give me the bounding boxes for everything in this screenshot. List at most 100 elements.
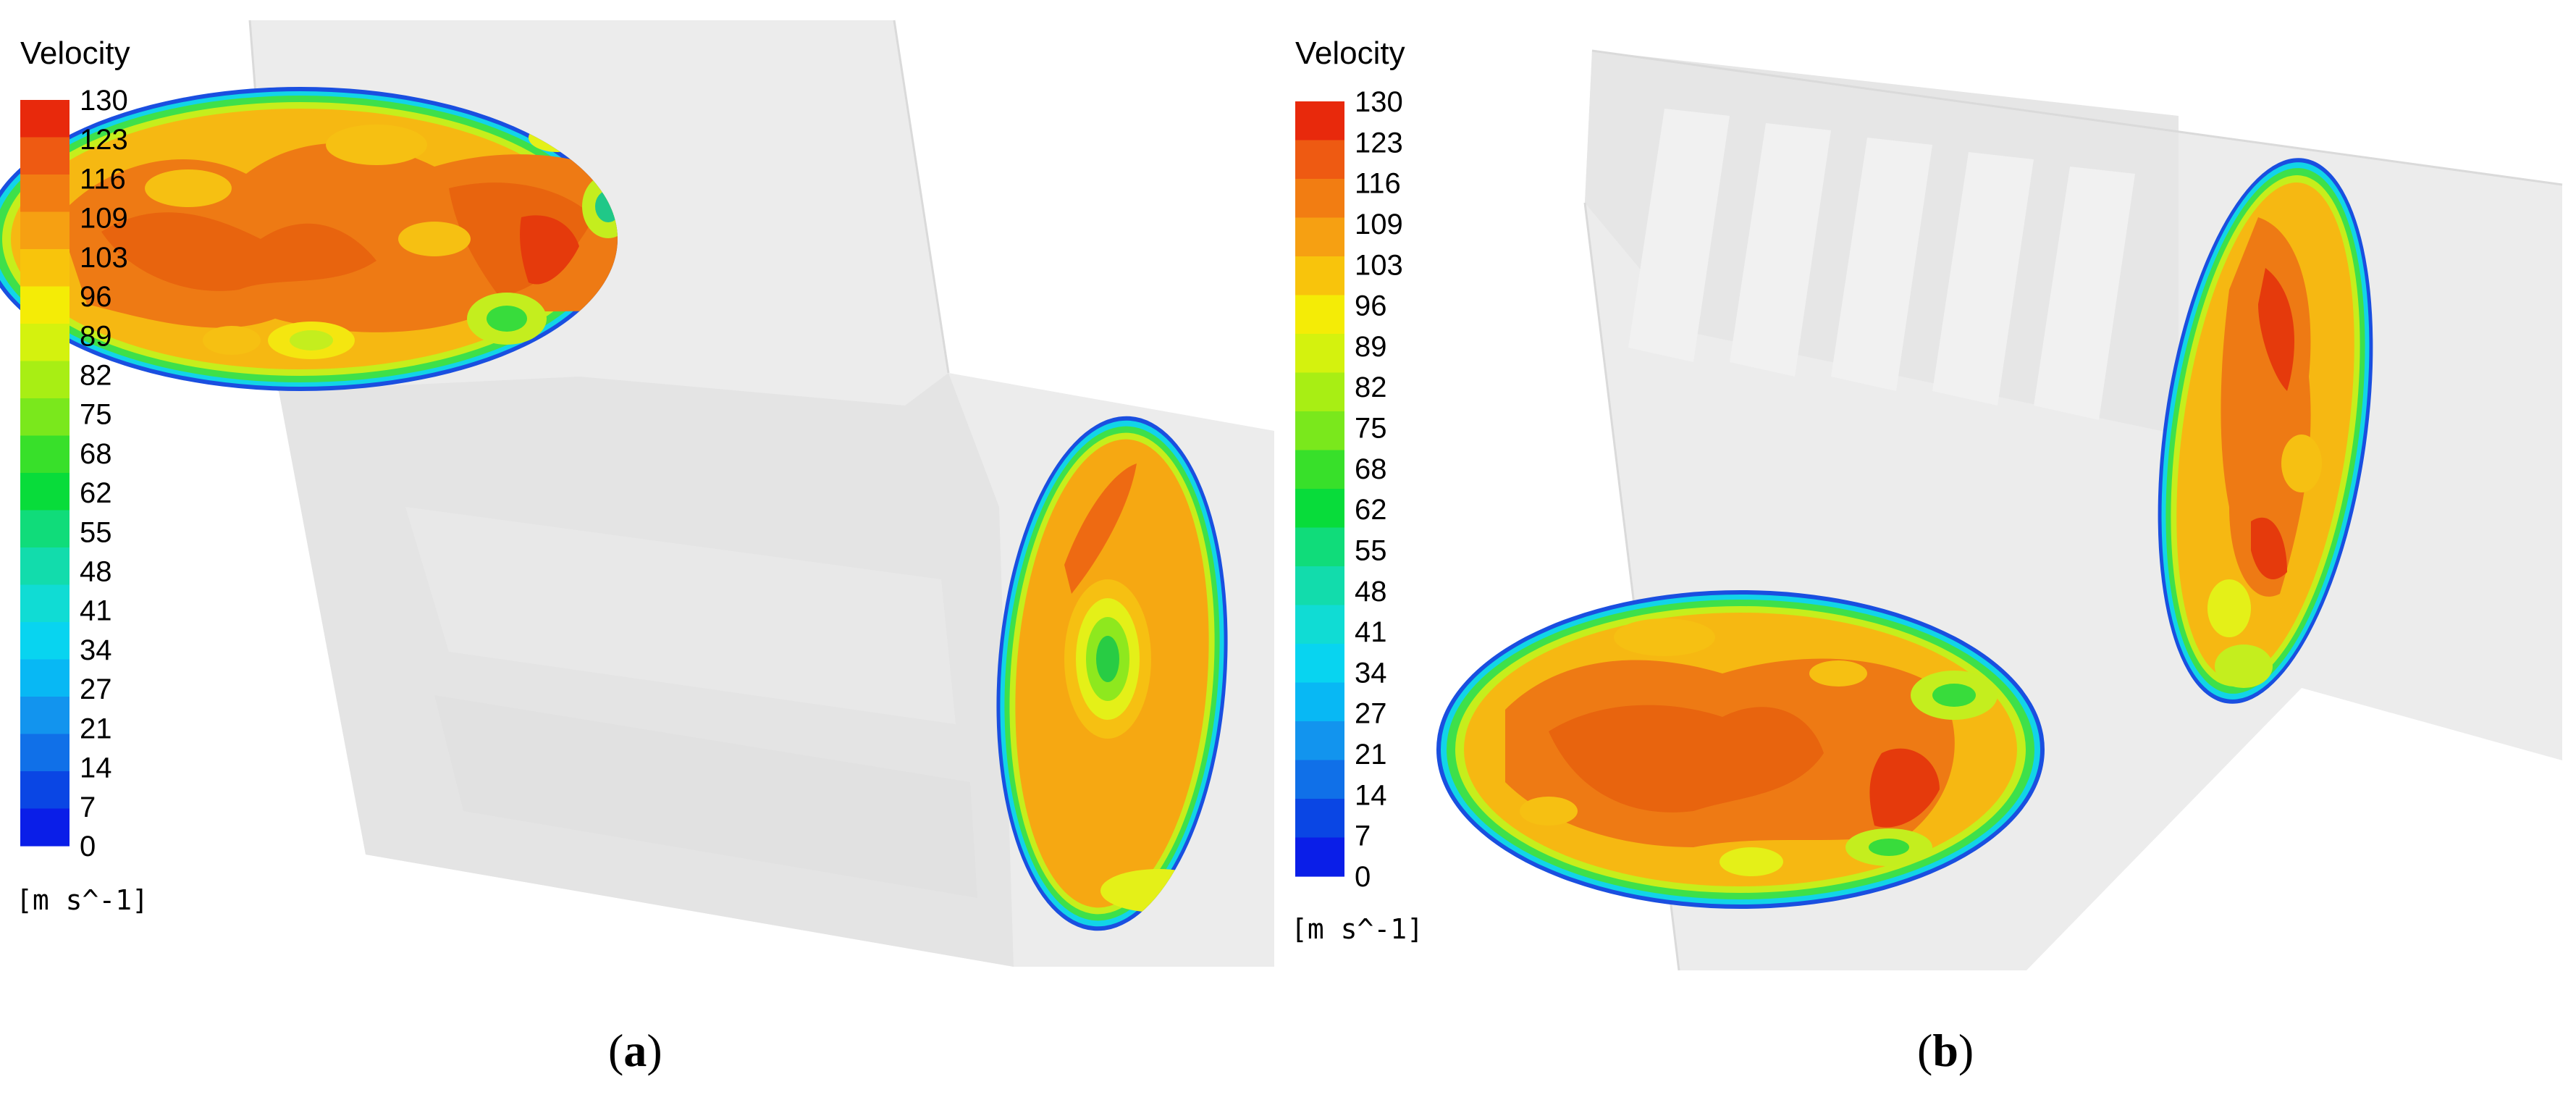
colorbar-segment — [20, 771, 70, 810]
colorbar-tick-label: 75 — [1355, 413, 1387, 445]
colorbar-segment — [20, 510, 70, 548]
colorbar-segment — [20, 584, 70, 623]
colorbar-tick-label: 27 — [80, 673, 112, 705]
colorbar-segment — [20, 659, 70, 697]
colorbar-tick-label: 68 — [80, 438, 112, 470]
colorbar-segment — [1295, 217, 1344, 257]
colorbar-tick-label: 62 — [1355, 494, 1387, 526]
caption-a: (a) — [608, 1025, 662, 1076]
colorbar-tick-label: 14 — [80, 752, 112, 784]
colorbar-tick-label: 0 — [1355, 861, 1371, 893]
panel-a: Velocity 130 123 116 109 103 96 89 82 75 68 62 55 48… — [0, 20, 1274, 1076]
colorbar-segment — [20, 361, 70, 399]
colorbar-segment — [20, 249, 70, 287]
velocity-contour-section-1 — [0, 87, 618, 391]
colorbar-segment — [20, 286, 70, 324]
colorbar-segment — [20, 211, 70, 250]
colorbar-tick-label: 21 — [80, 713, 112, 744]
colorbar-segment — [20, 734, 70, 772]
colorbar-segment — [20, 100, 70, 138]
colorbar-segment — [1295, 837, 1344, 877]
colorbar-tick-label: 48 — [80, 556, 112, 588]
colorbar-tick-label: 7 — [80, 792, 96, 823]
colorbar-segment — [1295, 372, 1344, 412]
colorbar-ticks: 130 123 116 109 103 96 89 82 75 68 62 55 48 41 34 27 21 1… — [1355, 86, 1403, 893]
velocity-contour-section-2 — [996, 416, 1228, 931]
colorbar-segment — [1295, 605, 1344, 645]
colorbar-tick-label: 0 — [80, 831, 96, 862]
colorbar-tick-label: 34 — [80, 634, 112, 666]
colorbar-segment — [1295, 721, 1344, 761]
colorbar-segment — [1295, 799, 1344, 839]
colorbar-tick-label: 89 — [80, 320, 112, 352]
colorbar-segment — [1295, 295, 1344, 335]
colorbar — [20, 100, 70, 847]
legend-title: Velocity — [20, 35, 130, 71]
colorbar-tick-label: 130 — [1355, 86, 1403, 118]
legend-unit: [m s^-1] — [1291, 913, 1423, 945]
colorbar-tick-label: 89 — [1355, 331, 1387, 363]
colorbar-segment — [1295, 179, 1344, 219]
panel-b-svg: Velocity 130 123 116 109 103 96 89 82 75 68 62 55 48… — [1291, 35, 2563, 1076]
colorbar — [1295, 101, 1344, 877]
colorbar-tick-label: 27 — [1355, 698, 1387, 730]
colorbar-tick-label: 55 — [1355, 534, 1387, 566]
colorbar-segment — [20, 175, 70, 213]
colorbar-segment — [1295, 682, 1344, 722]
legend-a: Velocity 130 123 116 109 103 96 89 82 75 68 62 55 48… — [16, 35, 148, 916]
colorbar-segment — [20, 473, 70, 511]
colorbar-tick-label: 82 — [80, 359, 112, 391]
colorbar-tick-label: 96 — [80, 281, 112, 313]
colorbar-tick-label: 116 — [1355, 168, 1401, 200]
colorbar-segment — [1295, 644, 1344, 684]
colorbar-tick-label: 103 — [80, 242, 128, 274]
colorbar-segment — [20, 435, 70, 474]
colorbar-tick-label: 82 — [1355, 371, 1387, 403]
colorbar-tick-label: 48 — [1355, 576, 1387, 608]
colorbar-tick-label: 14 — [1355, 779, 1387, 811]
colorbar-segment — [1295, 489, 1344, 529]
colorbar-tick-label: 130 — [80, 85, 128, 117]
panel-b: Velocity 130 123 116 109 103 96 89 82 75 68 62 55 48… — [1288, 0, 2576, 1100]
colorbar-tick-label: 109 — [80, 203, 128, 235]
caption-b: (b) — [1917, 1025, 1974, 1076]
colorbar-tick-label: 55 — [80, 516, 112, 548]
colorbar-tick-label: 96 — [1355, 290, 1387, 322]
colorbar-tick-label: 62 — [80, 477, 112, 509]
panel-a-svg: Velocity 130 123 116 109 103 96 89 82 75 68 62 55 48… — [0, 20, 1274, 1076]
legend-unit: [m s^-1] — [16, 884, 148, 916]
colorbar-tick-label: 75 — [80, 399, 112, 431]
colorbar-segment — [20, 808, 70, 847]
colorbar-segment — [1295, 101, 1344, 141]
colorbar-segment — [1295, 411, 1344, 451]
colorbar-tick-label: 21 — [1355, 739, 1387, 771]
colorbar-tick-label: 109 — [1355, 209, 1403, 240]
colorbar-tick-label: 103 — [1355, 249, 1403, 281]
colorbar-segment — [20, 697, 70, 735]
colorbar-segment — [1295, 760, 1344, 799]
colorbar-tick-label: 7 — [1355, 820, 1371, 852]
colorbar-segment — [1295, 450, 1344, 490]
colorbar-segment — [1295, 140, 1344, 180]
colorbar-segment — [1295, 566, 1344, 606]
colorbar-tick-label: 34 — [1355, 657, 1387, 689]
velocity-contour-section-2 — [2158, 158, 2373, 704]
colorbar-tick-label: 116 — [80, 163, 126, 195]
colorbar-tick-label: 41 — [1355, 616, 1387, 648]
colorbar-segment — [1295, 334, 1344, 374]
colorbar-tick-label: 41 — [80, 595, 112, 627]
colorbar-segment — [20, 622, 70, 660]
colorbar-segment — [20, 324, 70, 362]
legend-b: Velocity 130 123 116 109 103 96 89 82 75 68 62 55 48… — [1291, 35, 1423, 945]
colorbar-tick-label: 123 — [80, 124, 128, 156]
colorbar-segment — [1295, 527, 1344, 567]
velocity-contour-section-1 — [1436, 590, 2045, 909]
colorbar-segment — [1295, 256, 1344, 296]
colorbar-segment — [20, 398, 70, 437]
colorbar-tick-label: 68 — [1355, 453, 1387, 485]
colorbar-segment — [20, 547, 70, 586]
legend-title: Velocity — [1295, 35, 1405, 71]
colorbar-segment — [20, 137, 70, 175]
colorbar-tick-label: 123 — [1355, 127, 1403, 159]
colorbar-ticks: 130 123 116 109 103 96 89 82 75 68 62 55 48 41 34 27 21 1… — [80, 85, 128, 862]
